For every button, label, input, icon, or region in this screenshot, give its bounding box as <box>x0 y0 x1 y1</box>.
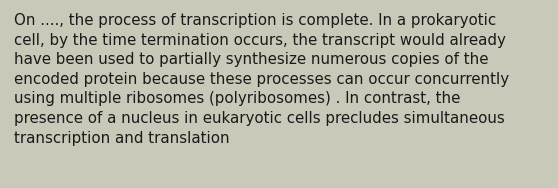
Text: On ...., the process of transcription is complete. In a prokaryotic
cell, by the: On ...., the process of transcription is… <box>14 13 509 146</box>
